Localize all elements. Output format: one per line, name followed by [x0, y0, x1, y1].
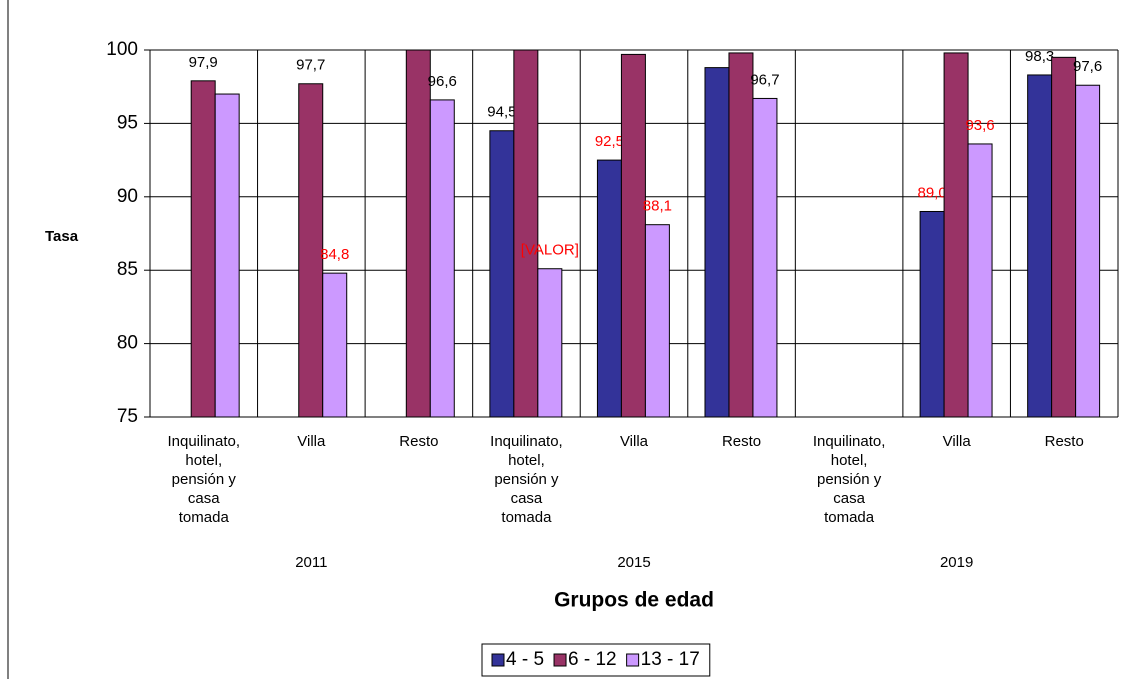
legend-label: 4 - 5: [506, 649, 544, 670]
data-label: 93,6: [965, 117, 994, 134]
bar: [704, 67, 730, 418]
data-label: 97,7: [296, 57, 325, 74]
y-tick-label: 95: [117, 112, 138, 133]
bar: [537, 268, 563, 418]
y-tick-label: 85: [117, 259, 138, 280]
data-label: 96,7: [750, 71, 779, 88]
data-label: 84,8: [320, 246, 349, 263]
bar: [489, 130, 515, 418]
legend-label: 13 - 17: [641, 649, 700, 670]
y-tick-label: 100: [106, 39, 138, 60]
data-label: 97,9: [189, 54, 218, 71]
bar: [214, 93, 240, 418]
bar: [1027, 74, 1053, 418]
data-label: 94,5: [487, 104, 516, 121]
bar: [919, 210, 945, 418]
bar: [513, 49, 539, 418]
bar: [728, 52, 754, 418]
data-label: 92,5: [595, 133, 624, 150]
group-label: 2019: [940, 554, 973, 571]
legend-swatch: [491, 653, 505, 667]
x-tick-label: Resto: [722, 433, 761, 450]
data-label: 97,6: [1073, 58, 1102, 75]
bar: [190, 80, 216, 418]
x-tick-label: Villa: [297, 433, 326, 450]
bar: [1051, 56, 1077, 418]
legend-box: [481, 643, 711, 677]
bar: [967, 143, 993, 418]
bar: [644, 224, 670, 418]
group-label: 2015: [617, 554, 650, 571]
x-tick-label: Resto: [399, 433, 438, 450]
x-tick-label: Villa: [620, 433, 649, 450]
bar: [752, 97, 778, 418]
legend: 4 - 5 6 - 12 13 - 17: [481, 643, 711, 677]
bar: [405, 49, 431, 418]
bar: [943, 52, 969, 418]
legend-swatch: [553, 653, 567, 667]
bar: [322, 272, 348, 418]
bar: [620, 53, 646, 418]
x-tick-label: Inquilinato, hotel, pensión y casa tomada: [813, 433, 886, 526]
group-label: 2011: [295, 554, 327, 571]
y-tick-label: 80: [117, 333, 138, 354]
legend-label: 6 - 12: [568, 649, 617, 670]
y-tick-label: 90: [117, 186, 138, 207]
y-axis-label: Tasa: [45, 228, 79, 245]
bar: [298, 83, 324, 418]
data-label: 98,3: [1025, 48, 1054, 65]
data-label: 89,0: [917, 184, 946, 201]
x-tick-label: Inquilinato, hotel, pensión y casa tomada: [490, 433, 563, 526]
x-tick-label: Resto: [1045, 433, 1084, 450]
bar: [429, 99, 455, 418]
legend-swatch: [626, 653, 640, 667]
x-tick-label: Inquilinato, hotel, pensión y casa tomada: [167, 433, 240, 526]
bar: [596, 159, 622, 418]
bar: [1075, 84, 1101, 418]
data-label: [VALOR]: [521, 242, 579, 259]
data-label: 88,1: [643, 198, 672, 215]
data-label: 96,6: [428, 73, 457, 90]
x-axis-label: Grupos de edad: [554, 589, 714, 612]
y-tick-label: 75: [117, 406, 138, 427]
x-tick-label: Villa: [943, 433, 972, 450]
